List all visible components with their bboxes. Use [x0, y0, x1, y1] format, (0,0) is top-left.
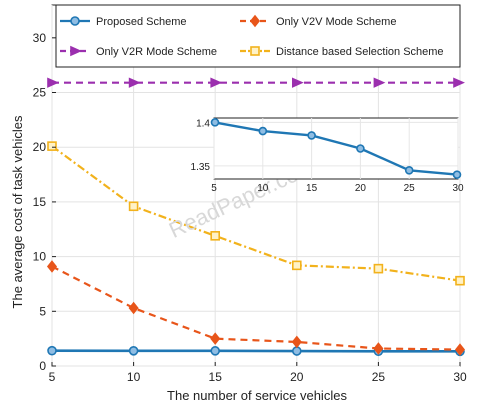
- inset-y-tick-label: 1.4: [196, 118, 210, 129]
- data-point-only-v2v-mode-scheme: [291, 335, 302, 349]
- data-point-only-v2v-mode-scheme: [128, 301, 139, 315]
- inset-series-line: [213, 121, 459, 176]
- data-point-only-v2r-mode-scheme: [47, 77, 59, 88]
- data-point-distance-based-selection-scheme: [455, 275, 465, 286]
- data-point-proposed-scheme: [47, 345, 57, 356]
- inset-x-tick-label: 20: [355, 183, 367, 194]
- inset-x-tick-label: 5: [211, 183, 217, 194]
- data-point-only-v2r-mode-scheme: [453, 77, 465, 88]
- data-point-distance-based-selection-scheme: [210, 231, 220, 241]
- y-tick-label: 30: [33, 31, 47, 45]
- data-point-only-v2r-mode-scheme: [291, 77, 304, 88]
- x-tick-label: 10: [127, 370, 141, 384]
- data-point-only-v2r-mode-scheme: [373, 77, 386, 88]
- legend: Proposed Scheme Only V2V Mode Scheme Only …: [55, 4, 461, 68]
- legend-label-only-v2r-mode-scheme: Only V2R Mode Scheme: [96, 46, 217, 58]
- inset-x-tick-label: 30: [452, 183, 464, 194]
- inset-data-point: [452, 170, 462, 179]
- inset-chart: 5 10 15 20 25 30 1.4 1.35: [191, 117, 464, 194]
- series-line-proposed-scheme: [51, 349, 461, 353]
- y-tick-label: 25: [33, 86, 47, 100]
- y-axis-label: The average cost of task vehicles: [10, 115, 25, 308]
- x-tick-label: 25: [372, 370, 386, 384]
- series-line-only-v2v-mode-scheme: [51, 265, 461, 351]
- legend-label-distance-based-selection-scheme: Distance based Selection Scheme: [276, 46, 444, 58]
- data-point-distance-based-selection-scheme: [128, 201, 139, 212]
- series-line-distance-based-selection-scheme: [51, 145, 461, 282]
- inset-frame: [213, 117, 459, 180]
- legend-marker-proposed-scheme: [70, 16, 80, 26]
- inset-data-point: [210, 118, 220, 127]
- data-point-only-v2v-mode-scheme: [373, 342, 384, 355]
- inset-y-tick-label: 1.35: [191, 162, 211, 173]
- legend-label-proposed-scheme: Proposed Scheme: [96, 16, 187, 28]
- inset-x-tick-label: 25: [404, 183, 416, 194]
- data-point-proposed-scheme: [128, 345, 139, 356]
- legend-box: [55, 4, 461, 68]
- legend-label-only-v2v-mode-scheme: Only V2V Mode Scheme: [276, 16, 396, 28]
- data-point-distance-based-selection-scheme: [47, 141, 57, 151]
- x-tick-label: 30: [453, 370, 467, 384]
- y-tick-label: 15: [33, 195, 47, 209]
- x-tick-label: 15: [209, 370, 223, 384]
- data-point-distance-based-selection-scheme: [373, 263, 384, 274]
- data-point-only-v2r-mode-scheme: [210, 77, 223, 88]
- y-tick-label: 0: [39, 359, 46, 373]
- data-point-only-v2r-mode-scheme: [128, 77, 141, 88]
- data-point-proposed-scheme: [210, 346, 220, 356]
- inset-data-point: [307, 131, 316, 140]
- x-axis-ticks: 5 10 15 20 25 30: [49, 362, 467, 384]
- legend-marker-distance-based-selection-scheme: [250, 46, 260, 56]
- inset-data-point: [258, 126, 268, 136]
- y-tick-label: 5: [39, 304, 46, 318]
- inset-x-tick-label: 10: [257, 183, 269, 194]
- data-point-only-v2v-mode-scheme: [46, 260, 58, 273]
- legend-marker-only-v2r-mode-scheme: [70, 45, 82, 57]
- inset-x-tick-label: 15: [306, 183, 318, 194]
- inset-data-point: [356, 144, 365, 153]
- data-point-distance-based-selection-scheme: [291, 260, 302, 271]
- x-tick-label: 5: [49, 370, 56, 384]
- y-axis-ticks: 0 5 10 15 20 25 30: [33, 31, 56, 373]
- x-axis-label: The number of service vehicles: [167, 388, 347, 403]
- y-tick-label: 10: [33, 250, 47, 264]
- legend-marker-only-v2v-mode-scheme: [249, 14, 261, 28]
- y-tick-label: 20: [33, 140, 47, 154]
- inset-data-point: [404, 165, 414, 175]
- x-tick-label: 20: [290, 370, 304, 384]
- data-point-only-v2v-mode-scheme: [210, 332, 221, 345]
- data-point-only-v2v-mode-scheme: [454, 343, 466, 356]
- plot-area: [46, 77, 466, 357]
